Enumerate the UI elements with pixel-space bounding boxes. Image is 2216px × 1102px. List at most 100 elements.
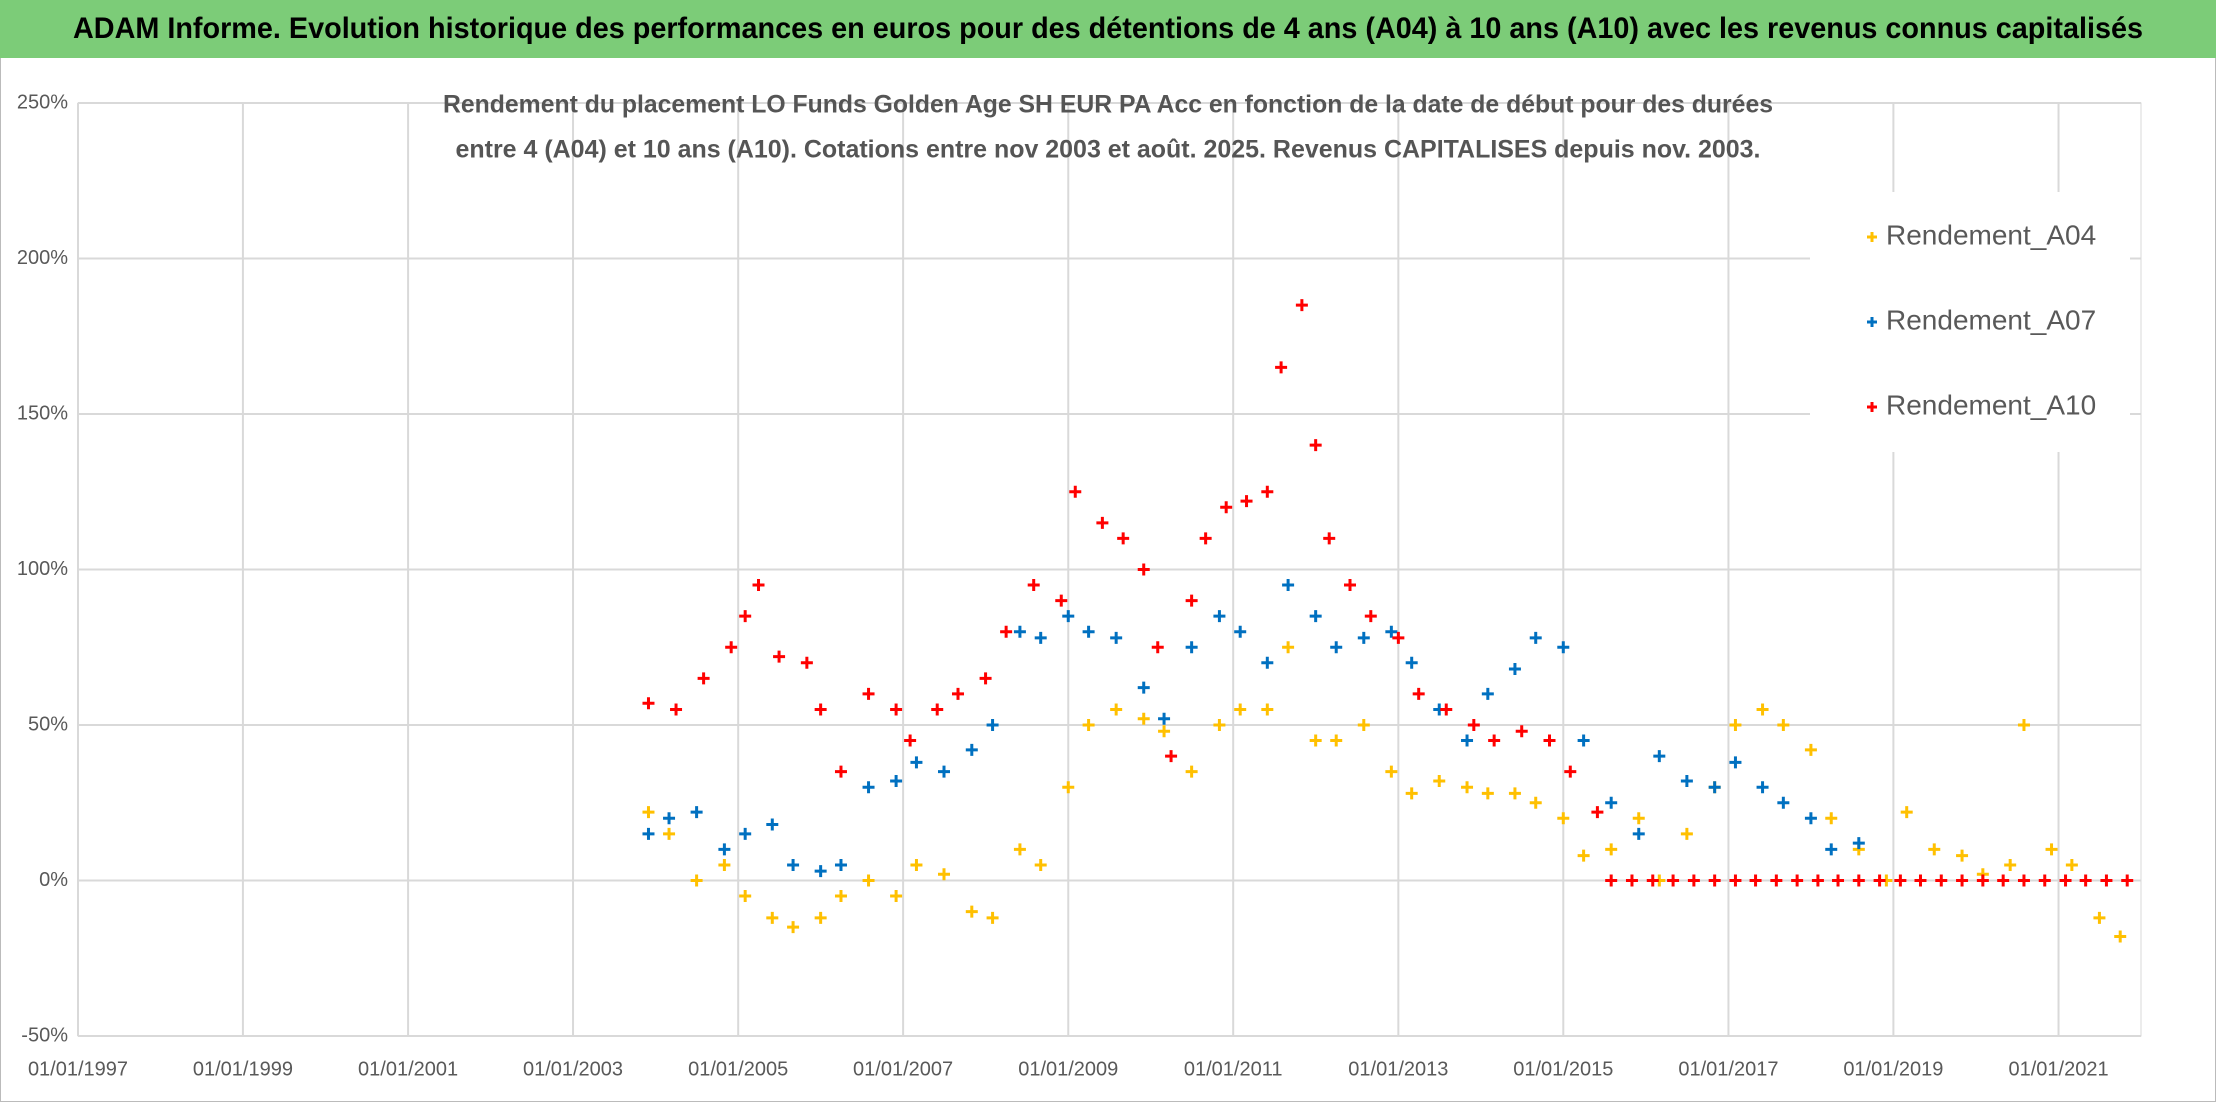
marker: [766, 818, 779, 831]
marker: [1804, 812, 1817, 825]
marker: [1275, 361, 1288, 374]
marker: [1625, 874, 1638, 887]
marker: [766, 911, 779, 924]
marker: [1261, 656, 1274, 669]
marker: [1935, 874, 1948, 887]
marker: [2121, 874, 2134, 887]
marker: [1137, 681, 1150, 694]
marker: [2045, 843, 2058, 856]
marker: [800, 656, 813, 669]
marker: [1605, 796, 1618, 809]
marker: [1055, 594, 1068, 607]
marker: [1013, 843, 1026, 856]
marker: [1708, 781, 1721, 794]
x-tick-label: 01/01/2011: [1184, 1058, 1283, 1080]
marker: [787, 921, 800, 934]
marker: [718, 843, 731, 856]
marker: [1729, 719, 1742, 731]
marker: [1323, 532, 1336, 545]
marker: [938, 765, 951, 778]
marker: [642, 806, 655, 819]
marker: [1110, 703, 1123, 716]
marker: [1165, 750, 1178, 763]
marker: [1756, 781, 1769, 794]
marker: [910, 756, 923, 769]
marker: [1900, 806, 1913, 819]
x-tick-label: 01/01/2015: [1513, 1058, 1613, 1080]
x-tick-label: 01/01/2003: [523, 1058, 623, 1080]
marker: [1708, 874, 1721, 887]
y-tick-label: 50%: [28, 713, 68, 735]
marker: [642, 827, 655, 840]
marker: [1680, 827, 1693, 840]
legend-marker: [1867, 317, 1877, 327]
marker: [1295, 299, 1308, 312]
marker: [979, 672, 992, 685]
marker: [1385, 765, 1398, 778]
marker: [1309, 734, 1322, 747]
chart-subtitle: Rendement du placement LO Funds Golden A…: [443, 91, 1773, 119]
marker: [1282, 641, 1295, 654]
marker: [1117, 532, 1130, 545]
y-tick-label: -50%: [21, 1024, 68, 1046]
marker: [1034, 631, 1047, 644]
marker: [1082, 625, 1095, 638]
marker: [739, 827, 752, 840]
x-tick-label: 01/01/2017: [1678, 1058, 1778, 1080]
y-tick-label: 250%: [17, 91, 68, 113]
marker: [890, 890, 903, 903]
marker: [1062, 610, 1075, 623]
marker: [890, 703, 903, 716]
marker: [1811, 874, 1824, 887]
marker: [1405, 787, 1418, 800]
marker: [1997, 874, 2010, 887]
marker: [965, 905, 978, 918]
marker: [1461, 781, 1474, 794]
marker: [1461, 734, 1474, 747]
marker: [1385, 625, 1398, 638]
marker: [862, 687, 875, 700]
marker: [1749, 874, 1762, 887]
marker: [1852, 874, 1865, 887]
marker: [1158, 725, 1171, 738]
marker: [1213, 610, 1226, 623]
legend-label: Rendement_A10: [1886, 389, 2096, 420]
marker: [1557, 812, 1570, 825]
legend-marker: [1867, 402, 1877, 412]
marker: [1220, 501, 1233, 514]
marker: [1082, 719, 1095, 731]
marker: [2017, 874, 2030, 887]
marker: [1791, 874, 1804, 887]
marker: [1405, 656, 1418, 669]
marker: [725, 641, 738, 654]
marker: [1137, 712, 1150, 725]
marker: [1330, 641, 1343, 654]
marker: [1488, 734, 1501, 747]
marker: [1529, 631, 1542, 644]
marker: [965, 743, 978, 756]
marker: [1309, 439, 1322, 452]
marker: [1928, 843, 1941, 856]
marker: [1956, 874, 1969, 887]
marker: [2065, 858, 2078, 871]
marker: [834, 765, 847, 778]
marker: [1034, 858, 1047, 871]
marker: [1894, 874, 1907, 887]
marker: [1357, 631, 1370, 644]
legend-label: Rendement_A07: [1886, 304, 2096, 335]
x-tick-label: 01/01/2005: [688, 1058, 788, 1080]
marker: [1687, 874, 1700, 887]
marker: [1852, 837, 1865, 850]
marker: [1605, 874, 1618, 887]
marker: [1330, 734, 1343, 747]
marker: [739, 890, 752, 903]
marker: [2079, 874, 2092, 887]
marker: [663, 827, 676, 840]
marker: [2017, 719, 2030, 731]
marker: [1777, 796, 1790, 809]
legend-label: Rendement_A04: [1886, 219, 2096, 250]
marker: [1185, 765, 1198, 778]
marker: [718, 858, 731, 871]
marker: [1804, 743, 1817, 756]
marker: [1185, 594, 1198, 607]
